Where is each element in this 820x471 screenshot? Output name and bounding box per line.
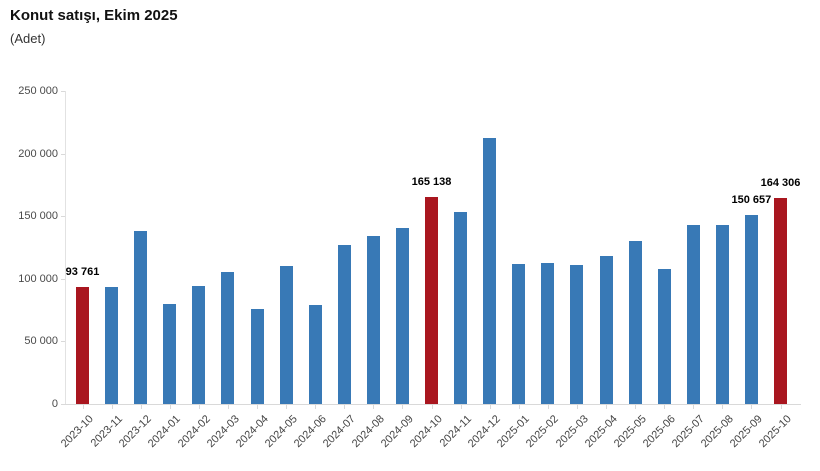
- bar: [715, 224, 729, 404]
- bar: [279, 265, 293, 404]
- x-axis-tick-mark: [140, 405, 142, 409]
- y-axis-tick-label: 50 000: [24, 335, 58, 348]
- bar: [686, 225, 700, 404]
- bar: [395, 227, 409, 404]
- x-axis-tick-mark: [315, 405, 317, 409]
- bar: [221, 271, 235, 404]
- x-axis-tick-mark: [286, 405, 288, 409]
- y-axis-tick-mark: [61, 91, 65, 92]
- y-axis-tick-mark: [61, 341, 65, 343]
- chart-unit-label: (Adet): [10, 31, 46, 46]
- bar: [657, 269, 671, 404]
- bar: [599, 255, 613, 404]
- bar: [512, 263, 526, 404]
- chart-title: Konut satışı, Ekim 2025: [10, 7, 178, 24]
- x-axis-tick-mark: [635, 405, 637, 409]
- bar-value-label: 150 657: [731, 194, 772, 207]
- y-axis-line: [65, 91, 66, 404]
- x-axis-tick-mark: [431, 405, 433, 409]
- y-axis-tick-label: 250 000: [18, 85, 58, 97]
- bar: [454, 212, 468, 404]
- y-axis-tick-label: 200 000: [18, 147, 58, 160]
- x-axis-tick-mark: [489, 405, 491, 409]
- bar: [628, 241, 642, 404]
- bar: [744, 215, 758, 404]
- y-axis-tick-label: 0: [51, 398, 58, 410]
- x-axis-tick-mark: [606, 405, 607, 409]
- x-axis-tick-mark: [518, 405, 520, 409]
- bar-highlighted: [76, 286, 89, 404]
- bar: [366, 236, 380, 404]
- bar-value-label: 165 138: [411, 176, 452, 189]
- bar-value-label: 164 306: [760, 177, 801, 190]
- bar-value-label: 93 761: [65, 265, 100, 278]
- bar: [250, 309, 264, 404]
- bar: [192, 286, 206, 404]
- x-axis-tick-mark: [547, 405, 549, 409]
- x-axis-tick-mark: [693, 405, 695, 409]
- bar: [134, 230, 148, 404]
- y-axis-tick-label: 100 000: [18, 272, 58, 285]
- x-axis-label-text: 2023-10: [58, 413, 96, 451]
- bar-highlighted: [774, 198, 787, 404]
- x-axis-tick-mark: [664, 405, 666, 409]
- x-axis-tick-mark: [227, 405, 229, 409]
- y-axis-tick-label: 150 000: [18, 210, 58, 223]
- x-axis-tick-mark: [198, 405, 200, 409]
- bar: [308, 304, 322, 404]
- bar: [483, 137, 497, 404]
- bar: [541, 262, 555, 404]
- x-axis-tick-mark: [373, 405, 375, 409]
- x-axis-tick-mark: [751, 405, 753, 409]
- x-axis-line: [65, 404, 801, 405]
- y-axis-tick-mark: [61, 216, 65, 218]
- x-axis-tick-mark: [82, 405, 84, 409]
- bar: [105, 286, 119, 404]
- x-axis-tick-mark: [780, 405, 782, 409]
- bar: [570, 265, 584, 404]
- x-axis-tick-mark: [257, 405, 258, 409]
- x-axis-tick-mark: [722, 405, 724, 409]
- bar: [163, 303, 177, 404]
- x-axis-tick-mark: [460, 405, 462, 409]
- x-axis-tick-mark: [576, 405, 578, 409]
- x-axis-tick-mark: [344, 405, 346, 409]
- y-axis-tick-mark: [61, 404, 65, 405]
- y-axis-tick-mark: [61, 153, 65, 155]
- x-axis-tick-mark: [402, 405, 404, 409]
- x-axis-tick-mark: [169, 405, 171, 409]
- x-axis-tick-mark: [111, 405, 113, 409]
- bar-highlighted: [425, 197, 438, 404]
- bar: [337, 244, 351, 404]
- y-axis-tick-mark: [61, 278, 65, 280]
